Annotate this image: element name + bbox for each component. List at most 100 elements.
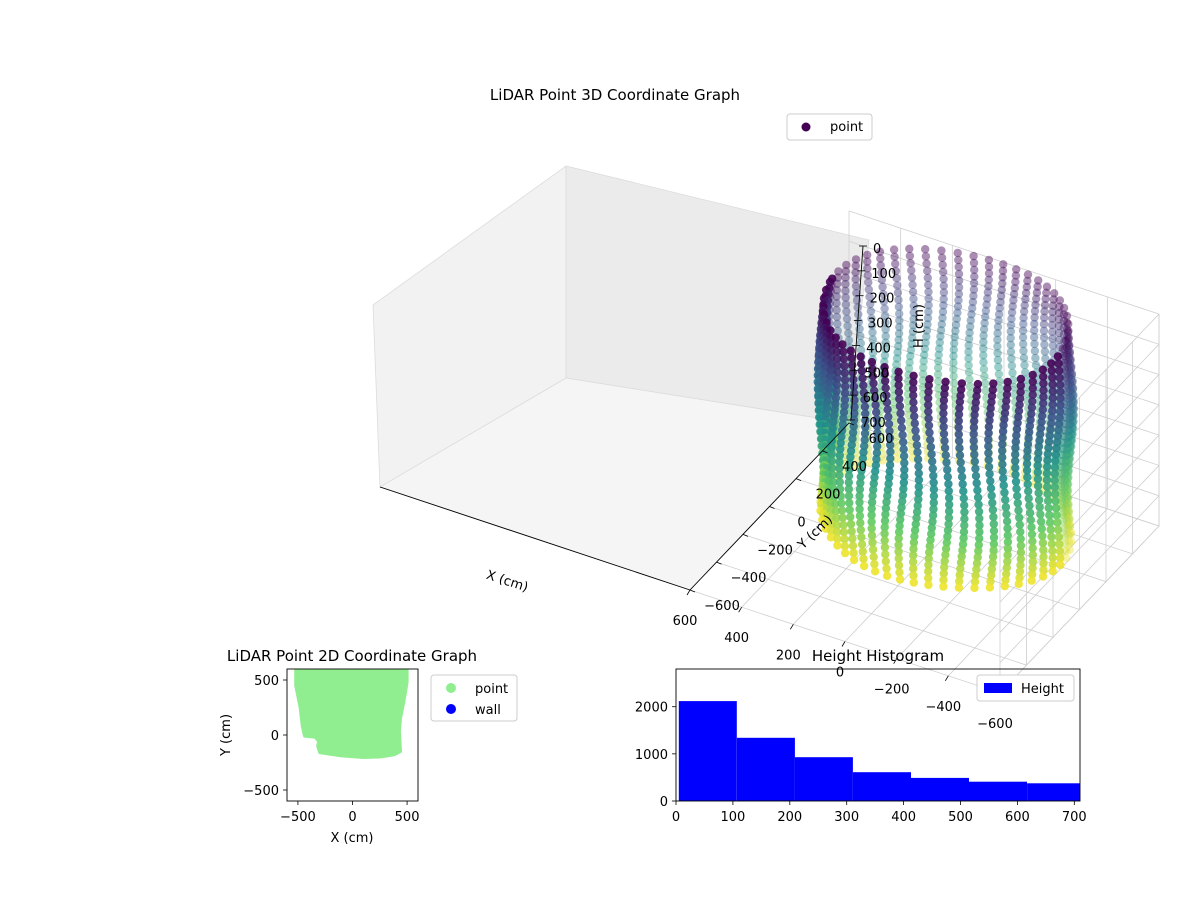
data-point-3d (1048, 373, 1057, 382)
data-point-3d (856, 472, 865, 481)
data-point-3d (972, 478, 981, 488)
data-point-3d (840, 548, 850, 558)
data-point-3d (842, 307, 851, 316)
data-point-3d (858, 547, 867, 556)
data-point-3d (980, 318, 989, 328)
data-point-3d (927, 523, 936, 532)
data-point-3d (858, 454, 868, 463)
data-point-3d (842, 314, 852, 323)
data-point-3d (924, 280, 933, 290)
data-point-3d (841, 293, 850, 302)
data-point-3d (1039, 559, 1048, 568)
data-point-3d (1033, 454, 1043, 464)
data-point-3d (1024, 434, 1033, 443)
data-point-3d (998, 460, 1007, 469)
data-point-3d (972, 565, 981, 574)
data-point-3d (870, 386, 879, 395)
data-point-3d (860, 429, 870, 438)
data-point-3d (975, 527, 984, 537)
data-point-3d (928, 511, 938, 520)
data-point-3d (1014, 579, 1023, 589)
data-point-3d (846, 346, 855, 355)
data-point-3d (969, 258, 979, 268)
data-point-3d (896, 515, 905, 524)
histogram-title: Height Histogram (812, 647, 944, 665)
data-point-3d (929, 471, 938, 480)
data-point-3d (1060, 510, 1069, 519)
data-point-3d (1061, 502, 1071, 511)
data-point-3d (988, 498, 997, 507)
data-point-3d (984, 262, 994, 271)
data-point-3d (1065, 360, 1074, 369)
data-point-3d (929, 498, 938, 507)
data-point-3d (974, 500, 983, 509)
data-point-3d (928, 457, 937, 466)
data-point-3d (1015, 567, 1025, 576)
data-point-3d (1053, 432, 1063, 441)
data-point-3d (955, 444, 964, 453)
data-point-3d (1007, 354, 1016, 363)
data-point-3d (1034, 488, 1043, 498)
data-point-3d (826, 533, 836, 542)
data-point-3d (1048, 406, 1057, 416)
data-point-3d (979, 337, 988, 347)
data-point-3d (867, 531, 877, 540)
data-point-3d (954, 283, 964, 292)
data-point-3d (852, 288, 861, 298)
data-point-3d (870, 393, 880, 403)
data-point-3d (1028, 557, 1038, 566)
data-point-3d (881, 318, 890, 327)
data-point-3d (974, 507, 984, 516)
data-point-3d (1039, 326, 1049, 336)
data-point-3d (957, 552, 966, 561)
data-point-3d (1062, 456, 1071, 465)
data-point-3d (833, 527, 842, 537)
data-point-3d (1034, 448, 1043, 457)
x-tick-label-histogram: 100 (720, 810, 745, 825)
data-point-3d (1064, 427, 1074, 436)
data-point-3d (894, 561, 904, 570)
data-point-3d (836, 444, 845, 454)
data-point-3d (1027, 576, 1036, 585)
data-point-3d (894, 302, 904, 311)
data-point-3d (1060, 464, 1070, 473)
data-point-3d (851, 255, 861, 264)
data-point-3d (1066, 363, 1076, 373)
data-point-3d (833, 319, 842, 328)
legend-3d-marker (801, 122, 811, 132)
data-point-3d (893, 288, 903, 297)
data-point-3d (1063, 524, 1072, 533)
data-point-3d (1003, 524, 1012, 533)
data-point-3d (1068, 376, 1077, 385)
data-point-3d (840, 361, 849, 371)
data-point-3d (1021, 295, 1030, 304)
data-point-3d (939, 402, 948, 411)
data-point-3d (1066, 437, 1076, 446)
x-tick-label-histogram: 300 (834, 810, 859, 825)
data-point-3d (833, 279, 842, 288)
data-point-3d (1067, 537, 1076, 546)
data-point-3d (979, 325, 989, 334)
data-point-3d (1016, 561, 1025, 570)
data-point-3d (861, 409, 870, 418)
data-point-3d (897, 416, 906, 425)
data-point-3d (1054, 322, 1064, 331)
data-point-3d (996, 297, 1005, 307)
data-point-3d (940, 436, 949, 446)
data-point-3d (895, 568, 904, 577)
x-tick-label-3d: 600 (673, 614, 698, 629)
data-point-3d (1023, 276, 1032, 286)
data-point-3d (999, 481, 1008, 490)
data-point-3d (1063, 505, 1072, 514)
data-point-3d (1009, 290, 1019, 299)
data-point-3d (1039, 565, 1048, 575)
data-point-3d (1020, 360, 1029, 370)
data-point-3d (924, 554, 933, 563)
data-point-3d (1051, 503, 1061, 513)
data-point-3d (827, 456, 836, 466)
data-point-3d (1003, 544, 1013, 553)
data-point-3d (908, 287, 918, 297)
data-point-3d (1044, 443, 1053, 453)
data-point-3d (953, 302, 963, 311)
data-point-3d (1011, 456, 1020, 466)
